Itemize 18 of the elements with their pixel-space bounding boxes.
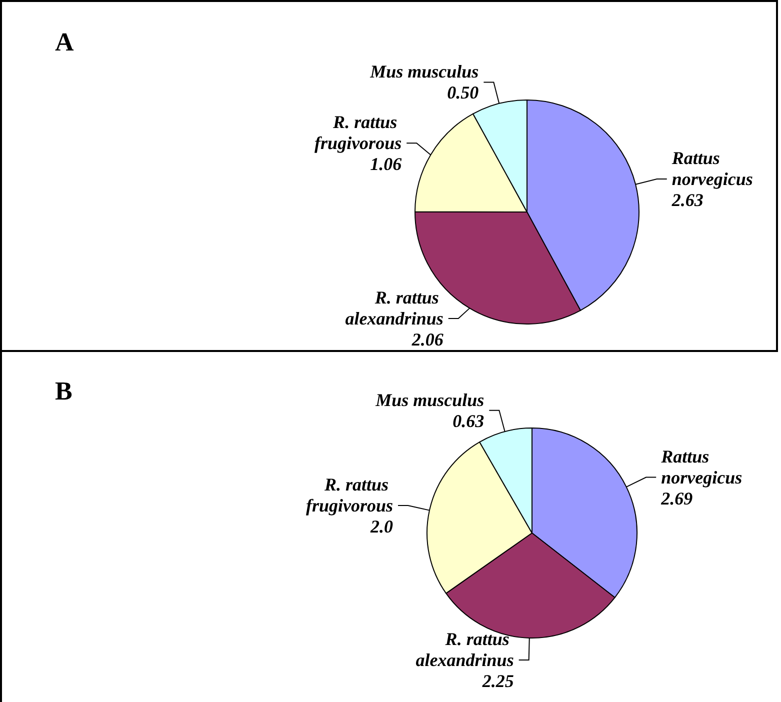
- slice-label: R. rattus frugivorous: [306, 474, 394, 516]
- data-label: 2.0: [370, 516, 394, 537]
- slice-label: R. rattus alexandrinus: [345, 288, 444, 328]
- slice-label: R. rattus alexandrinus: [416, 628, 514, 670]
- data-label: 1.06: [370, 154, 402, 174]
- data-label: 2.25: [481, 670, 514, 691]
- data-label: 2.69: [660, 488, 693, 508]
- text: A: [55, 28, 74, 56]
- data-label: 0.63: [452, 410, 484, 431]
- text: B: [55, 376, 72, 406]
- data-label: 2.06: [410, 330, 444, 350]
- slice-label: R. rattus frugivorous: [314, 112, 402, 154]
- slice-label: Rattus norvegicus: [660, 446, 742, 488]
- slice-label: Mus musculus: [374, 390, 484, 410]
- data-label: 2.63: [670, 190, 704, 210]
- data-label: 0.50: [447, 82, 479, 103]
- slice-label: Mus musculus: [369, 62, 479, 82]
- slice-label: Rattus norvegicus: [670, 148, 753, 189]
